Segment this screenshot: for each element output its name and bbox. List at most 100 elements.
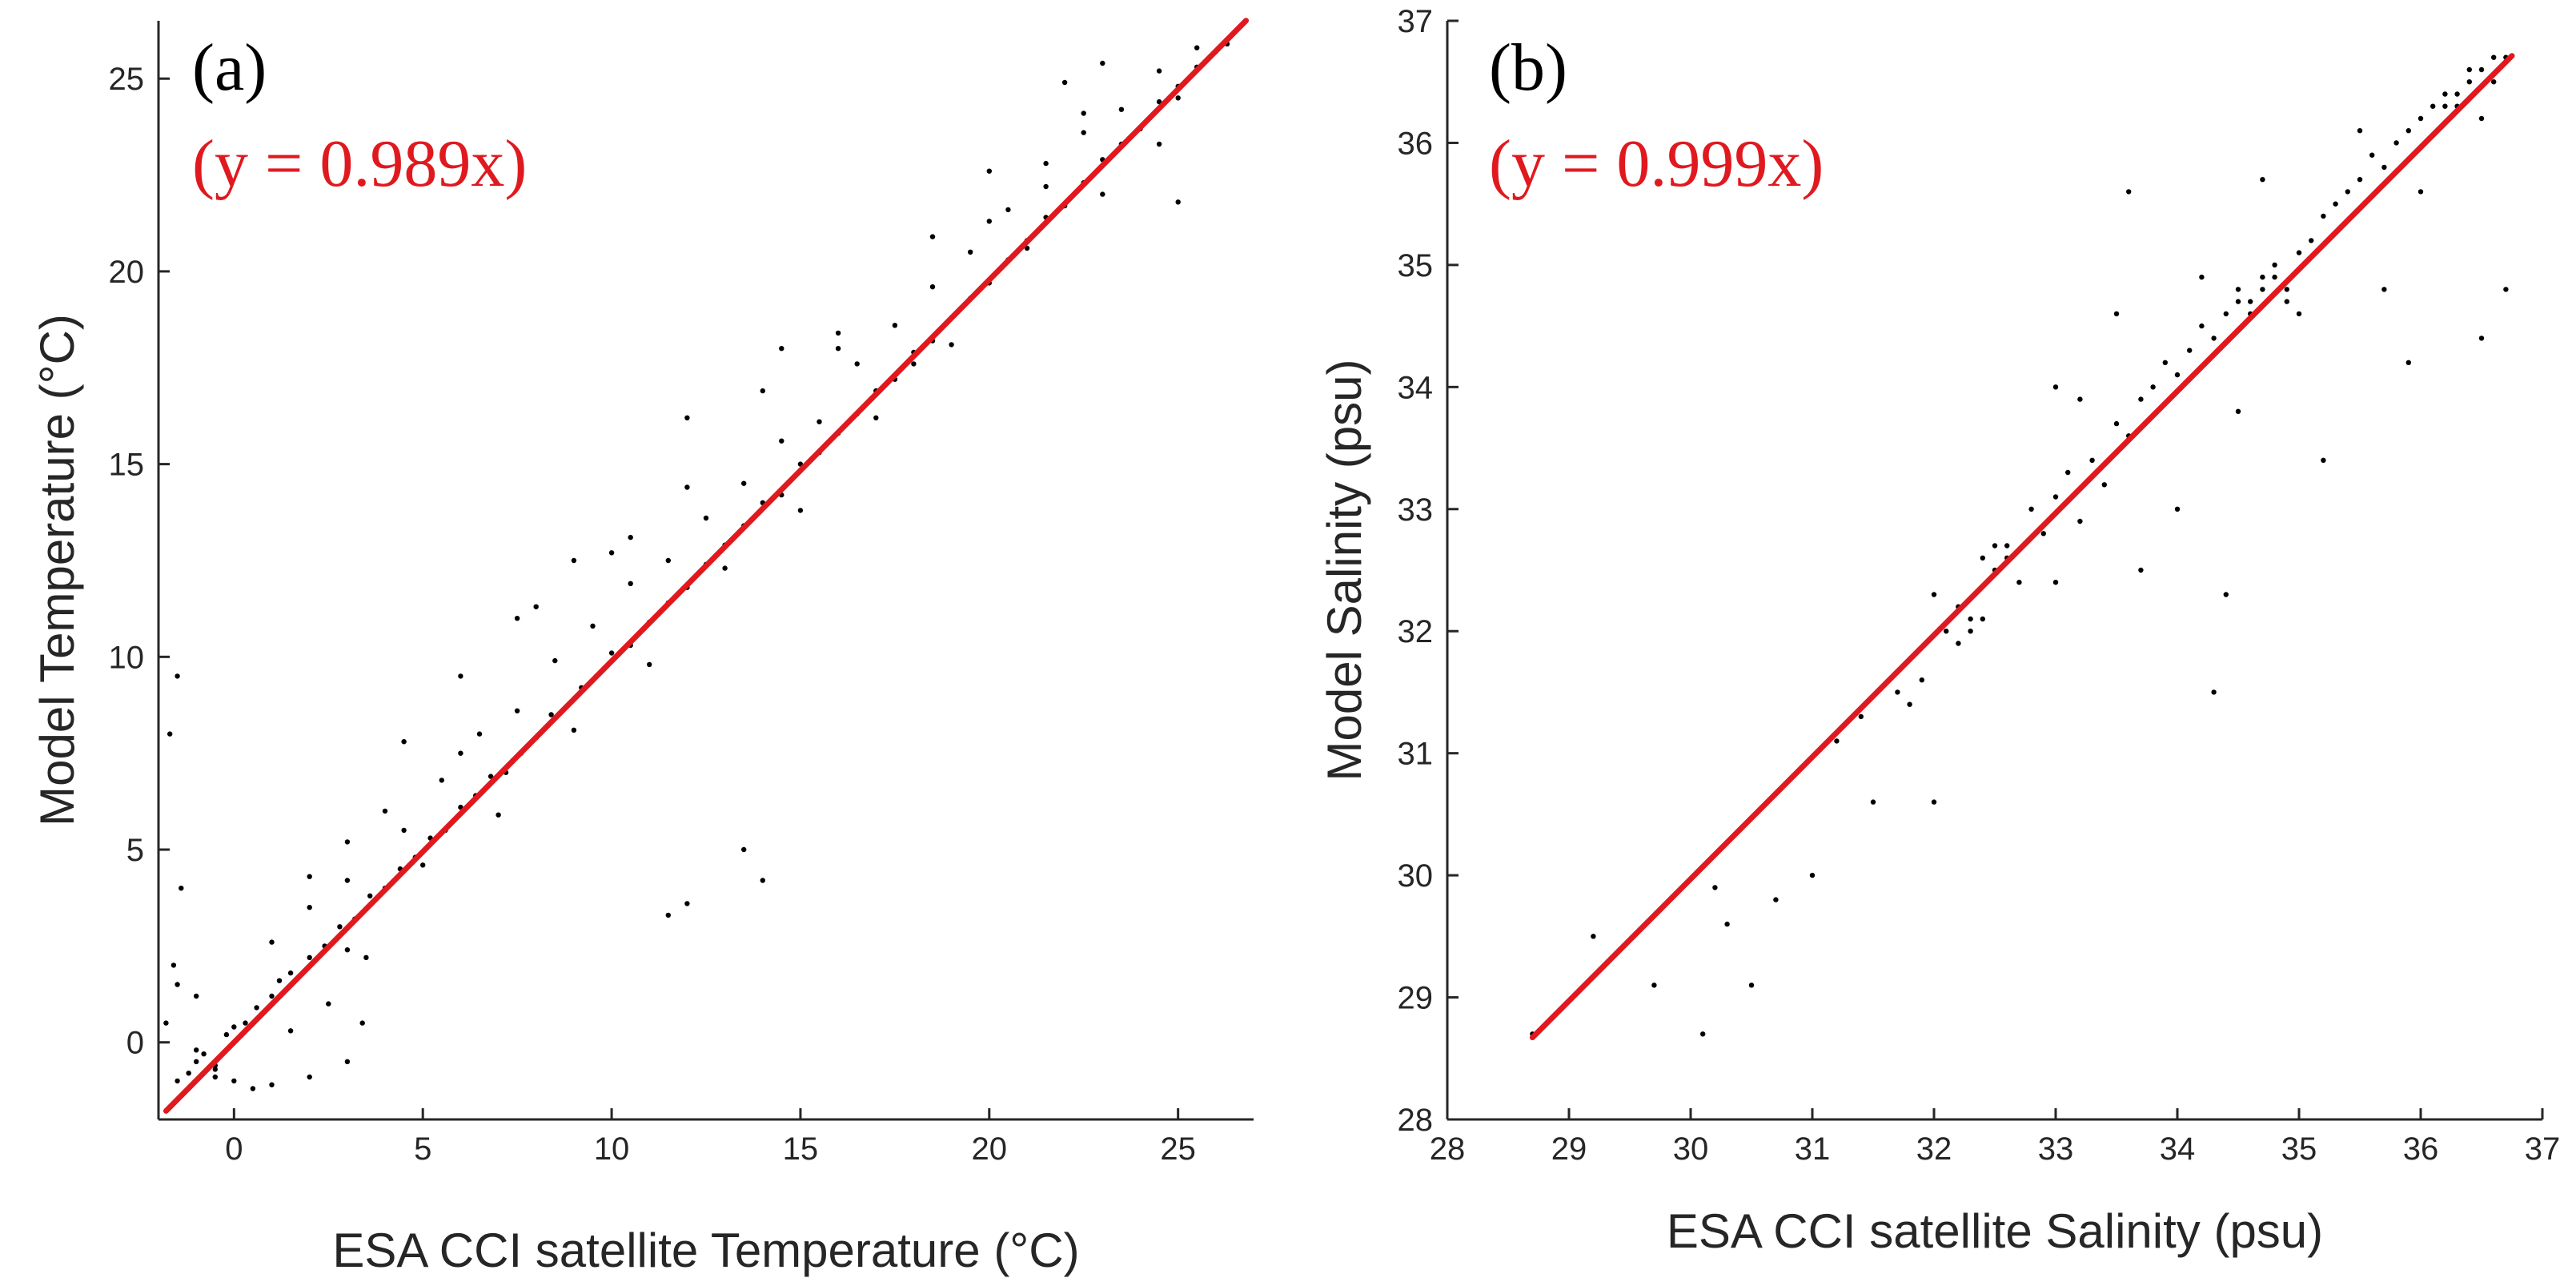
- panel-b-point: [2040, 531, 2046, 537]
- panel-a-point: [175, 982, 180, 987]
- panel-a-point: [514, 616, 520, 621]
- panel-b-y-tick-label: 36: [1398, 126, 1434, 161]
- panel-a-point: [929, 234, 936, 239]
- panel-b-label: (b): [1489, 30, 1567, 105]
- panel-b-point: [2454, 91, 2460, 97]
- panel-b-point: [1870, 799, 1876, 805]
- panel-a-point: [817, 419, 822, 424]
- panel-b-point: [2235, 408, 2241, 414]
- panel-b-point: [1980, 555, 1985, 561]
- panel-b-point: [2004, 543, 2010, 549]
- panel-a-point: [1043, 183, 1049, 190]
- panel-a-point: [911, 361, 917, 367]
- panel-a-point: [779, 438, 784, 444]
- panel-b-point: [2077, 396, 2083, 402]
- panel-b-point: [1931, 592, 1937, 597]
- panel-a-point: [458, 750, 463, 756]
- panel-a-point: [1175, 95, 1181, 101]
- panel-a-temperature-chart: 0 5 10 15 20 25 0 5 10 15 20 25 (a) (y = 0.989x) E…: [30, 18, 1254, 1277]
- panel-a-point: [344, 839, 351, 845]
- panel-b-salinity-chart: 28 29 30 31 32 33 34 35 36 37 28 29 30 31 32 33 34 35 36 3…: [1318, 4, 2560, 1258]
- panel-b-point: [2478, 336, 2485, 341]
- panel-a-point: [359, 1020, 365, 1026]
- panel-b-point: [2248, 299, 2253, 304]
- panel-b-point: [2393, 140, 2399, 146]
- panel-a-point: [986, 168, 993, 174]
- panel-b-point: [2296, 311, 2302, 317]
- panel-b-point: [2174, 372, 2181, 378]
- panel-a-point: [533, 604, 539, 609]
- panel-a-point: [307, 954, 312, 961]
- panel-a-point: [194, 1047, 199, 1053]
- panel-a-point: [684, 901, 690, 906]
- panel-a-point: [212, 1067, 218, 1072]
- panel-b-point: [2430, 103, 2436, 109]
- panel-b-point: [2369, 152, 2375, 158]
- panel-a-point: [760, 878, 765, 883]
- panel-b-point: [1992, 543, 1998, 549]
- panel-b-fit-line: [1529, 53, 2515, 1041]
- panel-b-point: [1748, 983, 1755, 988]
- panel-b-y-tick-label: 30: [1398, 858, 1434, 894]
- panel-b-point: [2272, 262, 2277, 268]
- panel-b-point: [2113, 311, 2120, 317]
- panel-a-point: [571, 557, 577, 564]
- panel-a-point: [382, 808, 388, 814]
- panel-b-point: [1907, 701, 1912, 707]
- panel-b-point: [2284, 299, 2289, 304]
- panel-a-x-tick-label: 15: [783, 1131, 819, 1167]
- panel-a-point: [665, 912, 671, 918]
- panel-a-point: [1061, 79, 1068, 86]
- panel-a-point: [665, 557, 671, 564]
- panel-b-point: [2016, 580, 2022, 585]
- panel-a-point: [779, 346, 784, 352]
- panel-b-point: [2101, 482, 2107, 488]
- panel-b-point: [2223, 311, 2229, 317]
- panel-a-point: [276, 978, 283, 983]
- panel-b-point: [2065, 469, 2071, 476]
- panel-a-point: [243, 1020, 248, 1026]
- panel-a-label: (a): [192, 30, 267, 105]
- panel-a-x-tick-label: 5: [414, 1131, 431, 1167]
- panel-a-point: [212, 1074, 218, 1080]
- panel-a-x-ticks: 0 5 10 15 20 25: [225, 1108, 1196, 1167]
- panel-b-point: [2478, 66, 2485, 73]
- panel-b-point: [2491, 79, 2497, 85]
- panel-b-point: [2260, 287, 2265, 292]
- panel-a-point: [703, 515, 709, 521]
- panel-b-point: [2077, 518, 2083, 524]
- panel-b-point: [1858, 713, 1864, 720]
- panel-b-y-tick-label: 37: [1398, 4, 1434, 39]
- panel-b-point: [2126, 189, 2132, 195]
- panel-a-point: [892, 323, 898, 328]
- panel-b-point: [1968, 629, 1973, 634]
- panel-a-point: [476, 731, 483, 737]
- panel-a-point: [741, 846, 747, 853]
- panel-b-x-tick-label: 28: [1430, 1131, 1466, 1167]
- panel-b-point: [2503, 287, 2509, 292]
- panel-b-point: [2466, 66, 2472, 73]
- panel-a-point: [968, 249, 973, 255]
- panel-b-y-tick-label: 35: [1398, 248, 1434, 283]
- panel-b-y-tick-label: 34: [1398, 370, 1434, 405]
- panel-a-point: [194, 993, 199, 999]
- panel-a-point: [337, 924, 343, 930]
- panel-b-point: [2442, 103, 2448, 109]
- panel-a-point: [250, 1086, 256, 1091]
- panel-b-x-tick-label: 34: [2160, 1131, 2196, 1167]
- panel-b-point: [2381, 287, 2387, 292]
- panel-a-point: [608, 650, 615, 656]
- panel-a-point: [269, 993, 275, 999]
- panel-a-point: [367, 893, 373, 899]
- panel-b-point: [1700, 1031, 1706, 1037]
- panel-a-point: [201, 1051, 207, 1057]
- panel-b-x-tick-label: 29: [1551, 1131, 1587, 1167]
- panel-b-point: [2418, 115, 2424, 122]
- panel-a-point: [873, 415, 879, 420]
- panel-a-point: [647, 661, 652, 668]
- panel-a-point: [1043, 160, 1049, 167]
- panel-a-point: [608, 550, 615, 556]
- panel-a-x-tick-label: 0: [225, 1131, 243, 1167]
- panel-a-y-tick-label: 20: [109, 255, 145, 290]
- panel-b-point: [2187, 348, 2193, 353]
